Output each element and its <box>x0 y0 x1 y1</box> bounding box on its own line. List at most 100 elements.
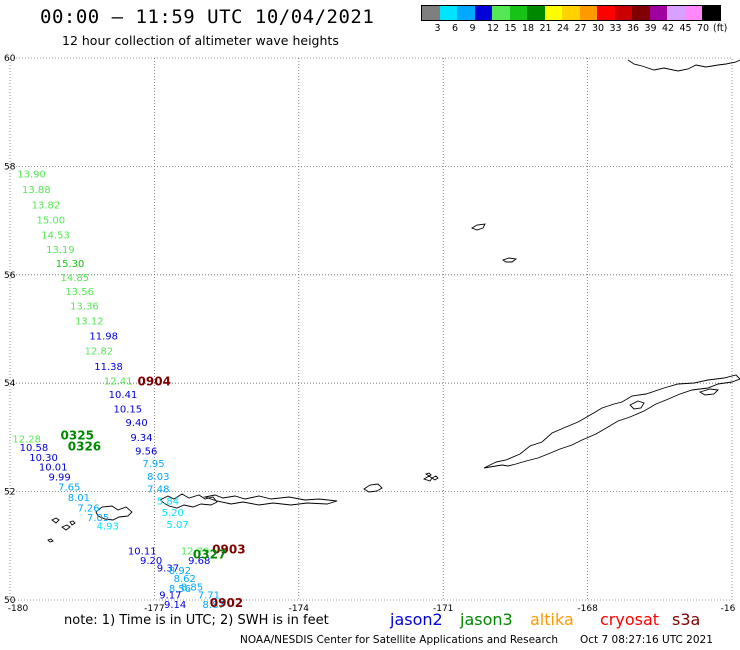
legend-tick: 6 <box>452 23 459 34</box>
legend-tick: 15 <box>504 23 517 34</box>
swh-value-label: 8.56 <box>169 584 191 595</box>
swh-value-label: 15.30 <box>56 259 85 270</box>
pass-id-label: 0904 <box>138 374 171 388</box>
umnak-island <box>363 483 383 493</box>
swh-value-label: 8.62 <box>174 574 196 585</box>
legend-swatch <box>702 6 720 20</box>
swh-value-label: 12.28 <box>12 434 41 445</box>
swh-value-label: 8.85 <box>181 582 203 593</box>
legend-tick: 21 <box>539 23 552 34</box>
legend-swatch <box>649 6 667 20</box>
legend-tick: 12 <box>487 23 500 34</box>
legend-tick: 18 <box>522 23 535 34</box>
longitude-tick-label: -16 <box>721 604 736 614</box>
legend-swatch <box>527 6 545 20</box>
swh-value-label: 9.17 <box>159 591 181 602</box>
legend-swatch <box>667 6 685 20</box>
swh-value-label: 13.90 <box>17 169 46 180</box>
legend-swatch <box>439 6 457 20</box>
legend-tick: 42 <box>662 23 675 34</box>
kodiak-area <box>629 388 719 410</box>
legend-unit: (ft) <box>713 23 728 34</box>
legend-swatch <box>492 6 510 20</box>
longitude-tick-label: -180 <box>8 604 29 614</box>
latitude-tick-label: 54 <box>4 379 16 389</box>
swh-value-label: 4.93 <box>97 522 119 533</box>
swh-value-label: 10.30 <box>29 453 58 464</box>
longitude-tick-label: -171 <box>433 604 453 614</box>
latitude-tick-label: 60 <box>4 54 16 64</box>
swh-value-label: 10.01 <box>39 463 68 474</box>
pass-id-label: 0902 <box>210 596 243 610</box>
legend-swatch <box>422 6 440 20</box>
legend-tick: 70 <box>697 23 710 34</box>
swh-value-label: 13.82 <box>32 200 61 211</box>
swh-value-label: 12.79 <box>181 547 210 558</box>
legend-tick: 39 <box>644 23 657 34</box>
swh-value-label: 10.15 <box>113 405 142 416</box>
swh-value-label: 13.88 <box>22 185 51 196</box>
map-subtitle: 12 hour collection of altimeter wave hei… <box>62 33 339 48</box>
axis-labels: -180 -177 -174 -171 -168 -16 60 58 56 54 52 50 <box>4 54 736 614</box>
swh-value-label: 9.20 <box>140 556 162 567</box>
map-title: 00:00 – 11:59 UTC 10/04/2021 <box>40 6 375 28</box>
central-aleutians <box>203 494 338 506</box>
latitude-tick-label: 52 <box>4 488 15 498</box>
longitude-tick-label: -177 <box>144 604 164 614</box>
swh-value-label: 8.01 <box>68 493 90 504</box>
swh-value-label: 5.20 <box>162 508 184 519</box>
swh-value-label: 12.41 <box>104 376 133 387</box>
unalaska-island <box>422 472 439 482</box>
pass-id-label: 0327 <box>193 547 226 561</box>
swh-value-label: 8.92 <box>169 566 191 577</box>
generated-timestamp: Oct 7 08:27:16 UTC 2021 <box>580 634 713 646</box>
legend-tick: 9 <box>469 23 476 34</box>
legend-swatch <box>562 6 580 20</box>
legend-swatch <box>632 6 650 20</box>
legend-tick: 24 <box>557 23 570 34</box>
swh-value-label: 9.56 <box>135 446 157 457</box>
legend-tick: 36 <box>627 23 640 34</box>
satellite-name-s3a: s3a <box>672 610 701 629</box>
map-frame <box>9 57 733 601</box>
pass-id-label: 0326 <box>68 440 101 454</box>
swh-value-label: 13.12 <box>75 316 104 327</box>
swh-value-label: 7.05 <box>87 513 109 524</box>
legend-swatch <box>474 6 492 20</box>
swh-value-label: 11.38 <box>94 362 123 373</box>
swh-value-label: 9.40 <box>126 418 148 429</box>
alaska-peninsula <box>483 374 740 469</box>
swh-value-label: 13.19 <box>46 245 75 256</box>
swh-value-label: 10.58 <box>20 443 49 454</box>
satellite-name-jason2: jason2 <box>390 610 443 629</box>
swh-readings: 13.90 13.88 13.82 15.00 14.53 13.19 15.30 14.85… <box>12 169 224 610</box>
swh-value-label: 7.48 <box>147 484 169 495</box>
swh-value-label: 10.11 <box>128 547 157 558</box>
pass-id-label: 0903 <box>212 543 245 557</box>
legend-swatch <box>579 6 597 20</box>
legend-swatch <box>509 6 527 20</box>
swh-value-label: 13.56 <box>65 287 94 298</box>
swh-value-label: 10.41 <box>109 390 138 401</box>
pribilof-st-george <box>501 257 518 263</box>
swh-value-label: 12.82 <box>85 347 114 358</box>
swh-value-label: 7.71 <box>198 591 220 602</box>
swh-value-label: 8.87 <box>203 600 225 611</box>
legend-tick: 3 <box>434 23 441 34</box>
swh-value-label: 13.36 <box>70 302 99 313</box>
swh-value-label: 9.37 <box>157 563 179 574</box>
longitude-tick-label: -174 <box>289 604 310 614</box>
legend-tick: 27 <box>574 23 587 34</box>
swh-value-label: 5.84 <box>157 496 179 507</box>
pribilof-st-paul <box>470 223 486 231</box>
legend-swatch <box>457 6 475 20</box>
longitude-tick-label: -168 <box>577 604 598 614</box>
satellite-name-jason3: jason3 <box>460 610 513 629</box>
legend-tick: 45 <box>679 23 692 34</box>
swh-value-label: 14.53 <box>41 231 70 242</box>
swh-value-label: 9.14 <box>164 600 186 611</box>
pass-id-label: 0325 <box>61 429 94 443</box>
alaska-mainland-north <box>627 59 740 72</box>
swh-value-label: 5.07 <box>166 520 188 531</box>
